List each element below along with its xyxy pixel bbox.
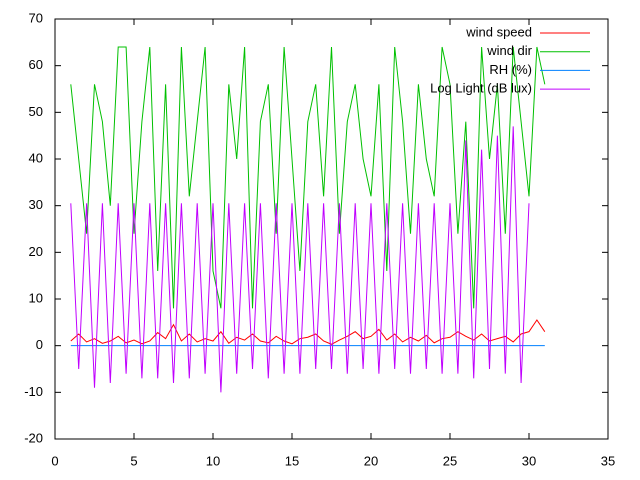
y-tick-label: 10: [29, 290, 43, 305]
legend-label: wind dir: [486, 43, 532, 58]
y-tick-label: -10: [24, 384, 43, 399]
x-tick-label: 15: [285, 453, 299, 468]
legend-label: Log Light (dB lux): [430, 81, 532, 96]
series-line: [70, 319, 546, 345]
x-tick-label: 10: [206, 453, 220, 468]
y-tick-label: 20: [29, 244, 43, 259]
x-tick-label: 35: [601, 453, 615, 468]
y-tick-label: 60: [29, 57, 43, 72]
y-tick-label: 30: [29, 197, 43, 212]
x-tick-label: 25: [443, 453, 457, 468]
x-tick-label: 0: [51, 453, 58, 468]
legend-label: wind speed: [465, 24, 532, 39]
series-line: [70, 46, 546, 309]
legend-label: RH (%): [489, 62, 532, 77]
y-tick-label: 0: [36, 337, 43, 352]
y-tick-label: 70: [29, 10, 43, 25]
series-line: [70, 126, 530, 393]
y-tick-label: -20: [24, 430, 43, 445]
x-tick-label: 20: [364, 453, 378, 468]
x-tick-label: 5: [130, 453, 137, 468]
plot-frame: [54, 18, 609, 440]
x-tick-label: 30: [522, 453, 536, 468]
y-tick-label: 50: [29, 104, 43, 119]
y-tick-label: 40: [29, 150, 43, 165]
